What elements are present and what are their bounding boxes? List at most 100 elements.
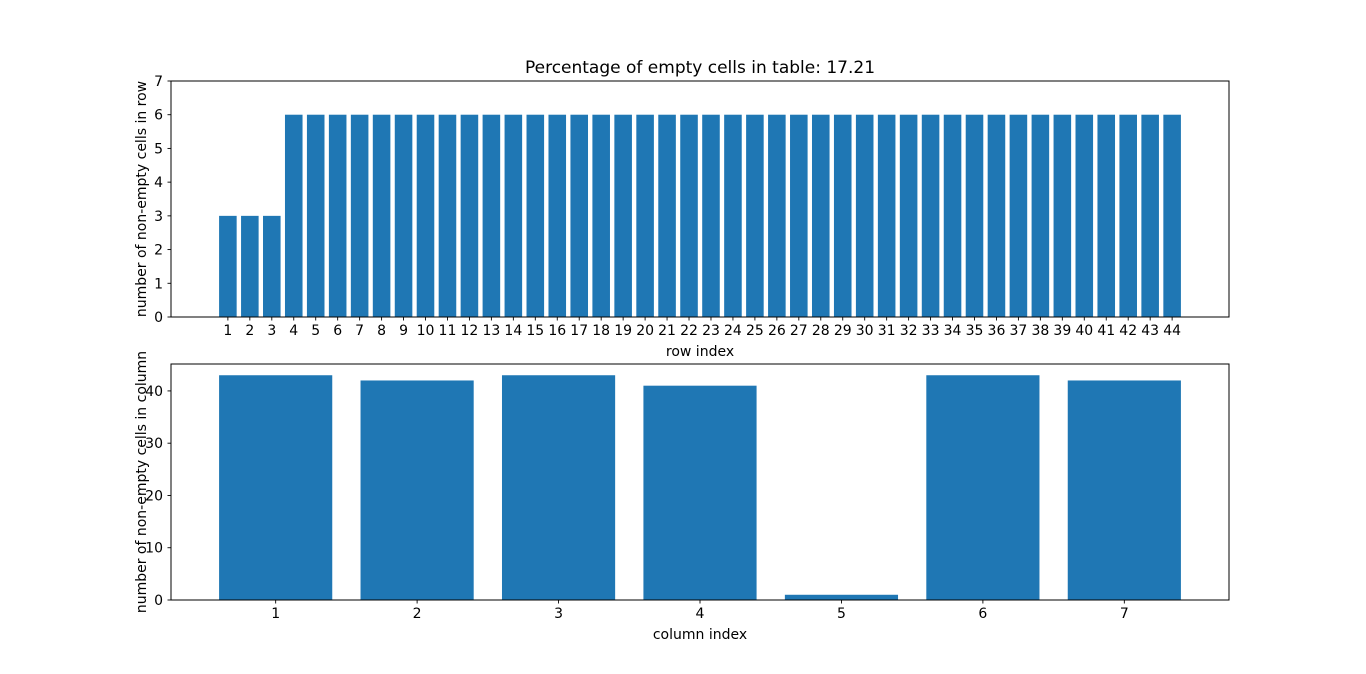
bar [658, 114, 676, 318]
x-tick-label: 20 [636, 323, 654, 339]
bar [1075, 114, 1094, 318]
bar [548, 114, 567, 318]
x-tick-label: 27 [790, 323, 808, 339]
y-tick-label: 40 [145, 384, 163, 400]
x-tick-label: 41 [1097, 323, 1115, 339]
x-tick-label: 32 [900, 323, 918, 339]
x-tick-label: 6 [333, 323, 342, 339]
bar [768, 114, 786, 318]
bar [724, 114, 742, 318]
x-tick-label: 18 [592, 323, 610, 339]
x-tick-label: 31 [878, 323, 896, 339]
y-tick-label: 30 [145, 436, 163, 452]
bar [306, 114, 325, 318]
x-tick-label: 33 [922, 323, 940, 339]
x-tick-label: 9 [399, 323, 408, 339]
bar [965, 114, 984, 318]
bar [746, 114, 764, 318]
bar [416, 114, 435, 318]
bar [643, 385, 757, 600]
bar [987, 114, 1006, 318]
x-tick-label: 29 [834, 323, 852, 339]
x-tick-label: 30 [856, 323, 874, 339]
x-tick-label: 7 [1120, 606, 1129, 622]
x-tick-label: 34 [944, 323, 962, 339]
x-tick-label: 17 [570, 323, 588, 339]
x-tick-label: 12 [461, 323, 479, 339]
y-tick-label: 4 [154, 175, 163, 191]
bar [328, 114, 347, 318]
chart-title: Percentage of empty cells in table: 17.2… [525, 58, 875, 78]
bar [790, 114, 808, 318]
x-tick-label: 43 [1141, 323, 1159, 339]
bar [1119, 114, 1137, 318]
bar [504, 114, 523, 318]
bar [833, 114, 852, 318]
x-tick-label: 3 [267, 323, 276, 339]
bar [614, 114, 632, 318]
x-tick-label: 39 [1053, 323, 1071, 339]
x-tick-label: 28 [812, 323, 830, 339]
column-chart-axes: 1 2 3 4 5 6 7 0 10 20 30 40 [145, 363, 1230, 622]
column-chart-xlabel: column index [653, 627, 747, 643]
y-tick-label: 6 [154, 108, 163, 124]
x-tick-label: 1 [223, 323, 232, 339]
x-tick-label: 23 [702, 323, 720, 339]
y-tick-label: 10 [145, 541, 163, 557]
y-tick-label: 5 [154, 141, 163, 157]
x-tick-label: 24 [724, 323, 742, 339]
bar [1067, 380, 1181, 600]
x-tick-label: 7 [355, 323, 364, 339]
bar [360, 380, 474, 600]
bar [1141, 114, 1159, 318]
bar [702, 114, 720, 318]
y-tick-label: 20 [145, 488, 163, 504]
row-chart-axes: 1 2 3 4 5 6 7 8 9 10 11 12 13 14 15 16 17 18 19 20 21 22 23 24 2… [154, 74, 1230, 339]
bar [482, 114, 501, 318]
bar [855, 114, 874, 318]
x-tick-label: 11 [439, 323, 457, 339]
bar [350, 114, 369, 318]
x-tick-label: 22 [680, 323, 698, 339]
bar [263, 215, 281, 317]
bar [438, 114, 457, 318]
x-tick-label: 14 [504, 323, 522, 339]
bar [636, 114, 654, 318]
x-tick-label: 4 [696, 606, 705, 622]
bar [1097, 114, 1116, 318]
column-chart-ylabel: number of non-empty cells in column [134, 351, 150, 613]
bar [241, 215, 259, 317]
y-tick-label: 7 [154, 74, 163, 90]
bar [501, 375, 616, 600]
x-tick-label: 38 [1031, 323, 1049, 339]
x-tick-label: 10 [417, 323, 435, 339]
x-tick-label: 4 [289, 323, 298, 339]
bar [680, 114, 698, 318]
x-tick-label: 5 [311, 323, 320, 339]
row-chart-xlabel: row index [666, 344, 734, 360]
x-tick-label: 13 [482, 323, 500, 339]
y-tick-label: 0 [154, 310, 163, 326]
x-tick-label: 37 [1009, 323, 1027, 339]
bar [926, 375, 1040, 600]
bar [284, 114, 303, 318]
bar [877, 114, 896, 318]
y-tick-label: 2 [154, 243, 163, 259]
x-tick-label: 36 [988, 323, 1006, 339]
x-tick-label: 2 [245, 323, 254, 339]
bar [526, 114, 545, 318]
bar [1009, 114, 1028, 318]
y-tick-label: 0 [154, 593, 163, 609]
bar [570, 114, 589, 318]
bar [921, 114, 940, 318]
y-tick-label: 3 [154, 209, 163, 225]
row-chart-ylabel: number of non-empty cells in row [134, 81, 150, 317]
bar [394, 114, 413, 318]
x-tick-label: 3 [554, 606, 563, 622]
x-tick-label: 5 [837, 606, 846, 622]
x-tick-label: 19 [614, 323, 632, 339]
x-tick-label: 42 [1119, 323, 1137, 339]
bar [1163, 114, 1181, 318]
y-tick-label: 1 [154, 276, 163, 292]
